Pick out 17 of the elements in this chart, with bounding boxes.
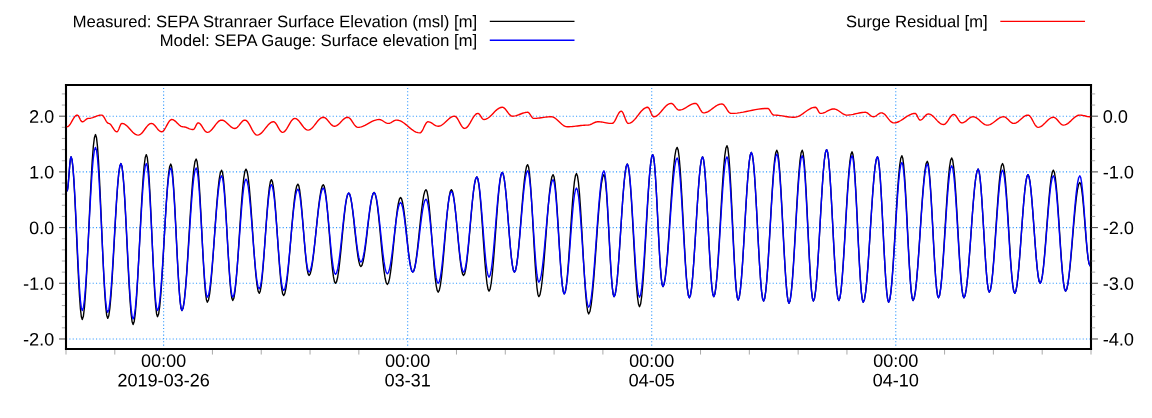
y-tick-label: 1.0 (30, 165, 54, 179)
legend-label: Measured: SEPA Stranraer Surface Elevation (msl) [m] (74, 15, 476, 31)
legend-label: Surge Residual [m] (846, 15, 987, 31)
y-tick-label: 0.0 (29, 221, 54, 235)
y2-tick-label: -1.0 (1103, 165, 1134, 179)
y-tick-label: 2.0 (30, 110, 54, 123)
x-tick-label: 00:00 04-05 (629, 354, 675, 387)
legend-label: Model: SEPA Gauge: Surface elevation [m] (161, 33, 476, 50)
y2-tick-label: -3.0 (1103, 277, 1134, 290)
x-tick-label: 00:00 03-31 (385, 354, 430, 387)
x-tick-label: 00:00 2019-03-26 (118, 354, 210, 387)
y2-tick-label: -2.0 (1103, 221, 1134, 235)
y-tick-label: -1.0 (23, 277, 54, 290)
y2-tick-label: 0.0 (1103, 110, 1128, 123)
y-tick-label: -2.0 (23, 332, 54, 346)
y2-tick-label: -4.0 (1103, 332, 1134, 346)
x-tick-label: 00:00 04-10 (873, 354, 919, 387)
